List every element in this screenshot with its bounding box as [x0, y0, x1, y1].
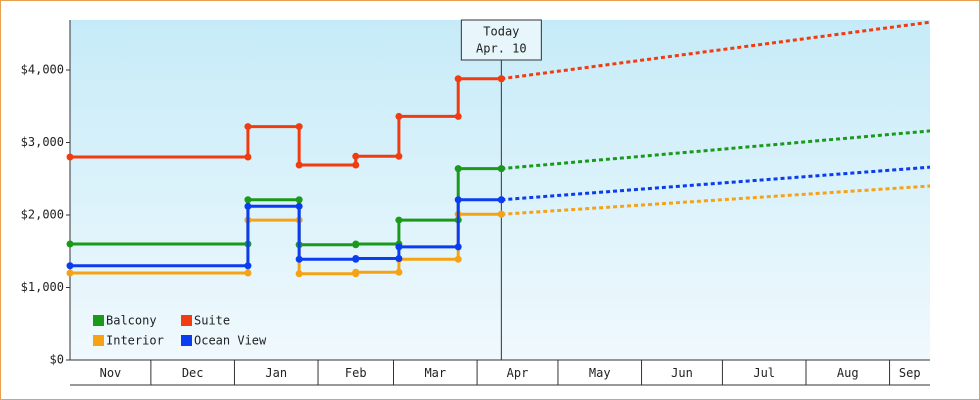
x-tick-label: Sep — [899, 366, 921, 380]
point — [352, 268, 360, 276]
point — [395, 112, 403, 120]
legend-label: Ocean View — [194, 334, 267, 348]
point — [497, 196, 505, 204]
x-tick-label: Nov — [100, 366, 122, 380]
point — [395, 268, 403, 276]
x-tick-label: Jul — [753, 366, 775, 380]
legend-label: Interior — [106, 334, 164, 348]
legend-swatch — [93, 315, 104, 326]
x-tick-label: Mar — [424, 366, 446, 380]
point — [244, 153, 252, 161]
point — [244, 196, 252, 204]
y-tick-label: $2,000 — [21, 208, 64, 222]
point — [454, 243, 462, 251]
point — [66, 240, 74, 248]
legend-label: Balcony — [106, 314, 157, 328]
x-tick-label: Dec — [182, 366, 204, 380]
point — [395, 243, 403, 251]
point — [352, 240, 360, 248]
point — [454, 165, 462, 173]
step-line — [70, 77, 502, 167]
point — [244, 202, 252, 210]
y-tick-label: $0 — [50, 353, 64, 367]
plot-area — [70, 20, 930, 360]
x-tick-label: Feb — [345, 366, 367, 380]
point — [66, 262, 74, 270]
x-tick-label: Aug — [837, 366, 859, 380]
forecast-line — [501, 184, 931, 216]
y-tick-label: $4,000 — [21, 63, 64, 77]
x-tick-label: Jan — [265, 366, 287, 380]
point — [352, 152, 360, 160]
x-tick-label: Apr — [507, 366, 529, 380]
legend-swatch — [181, 315, 192, 326]
point — [295, 161, 303, 169]
forecast-line — [501, 165, 931, 202]
point — [497, 210, 505, 218]
point — [497, 75, 505, 83]
point — [454, 255, 462, 263]
today-box — [460, 19, 542, 61]
point — [395, 152, 403, 160]
point — [244, 262, 252, 270]
today-label: Apr. 10 — [476, 42, 527, 56]
today-label: Today — [483, 25, 519, 39]
point — [66, 153, 74, 161]
x-tick-label: May — [589, 366, 611, 380]
point — [295, 123, 303, 131]
forecast-line — [501, 129, 931, 171]
legend-label: Suite — [194, 314, 230, 328]
point — [454, 75, 462, 83]
point — [295, 270, 303, 278]
point — [352, 161, 360, 169]
point — [244, 269, 252, 277]
point — [66, 269, 74, 277]
y-tick-label: $3,000 — [21, 135, 64, 149]
point — [454, 112, 462, 120]
point — [295, 202, 303, 210]
legend-swatch — [93, 335, 104, 346]
point — [395, 255, 403, 263]
point — [295, 196, 303, 204]
x-tick-label: Jun — [671, 366, 693, 380]
point — [454, 196, 462, 204]
point — [244, 123, 252, 131]
point — [295, 255, 303, 263]
point — [352, 255, 360, 263]
point — [395, 216, 403, 224]
point — [497, 165, 505, 173]
legend-swatch — [181, 335, 192, 346]
y-tick-label: $1,000 — [21, 280, 64, 294]
forecast-line — [501, 20, 931, 81]
